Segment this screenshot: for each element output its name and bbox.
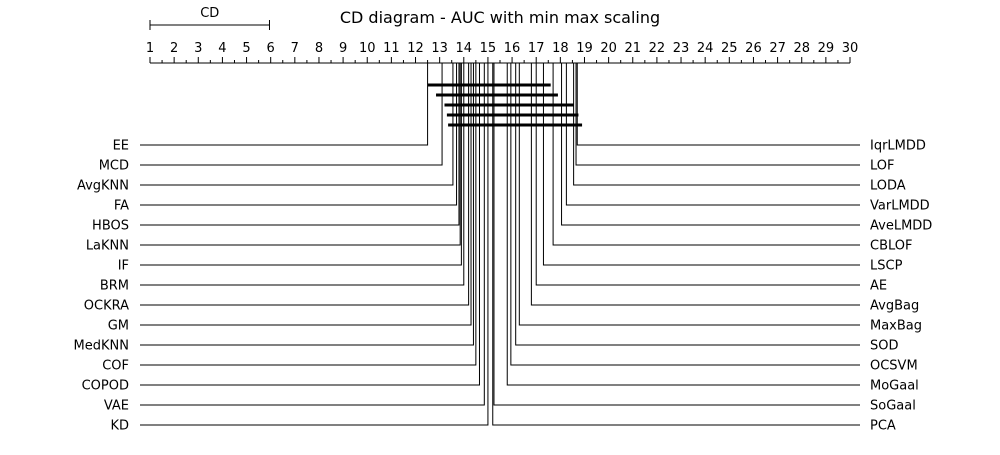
method-label: MoGaal (870, 379, 919, 394)
method-label: IqrLMDD (870, 139, 926, 154)
method-connector (140, 63, 443, 166)
tick-label: 28 (793, 41, 810, 56)
tick-label: 25 (721, 41, 738, 56)
method-connector (140, 63, 465, 286)
tick-label: 1 (146, 41, 154, 56)
tick-label: 11 (383, 41, 400, 56)
method-connector (493, 63, 860, 406)
tick-label: 23 (673, 41, 690, 56)
method-connector (140, 63, 470, 306)
tick-label: 15 (480, 41, 497, 56)
clique-bars (427, 83, 583, 127)
method-label: KD (110, 419, 129, 434)
method-connector (573, 63, 860, 186)
method-connector (535, 63, 860, 286)
tick-label: 17 (528, 41, 545, 56)
method-connector (576, 63, 860, 146)
method-connector (140, 63, 462, 266)
tick-label: 9 (339, 41, 347, 56)
method-label: IF (118, 259, 129, 274)
method-connector (515, 63, 860, 346)
method-connector (140, 63, 472, 326)
tick-label: 22 (649, 41, 666, 56)
method-label: MaxBag (870, 319, 922, 334)
method-connector (518, 63, 860, 326)
tick-label: 30 (842, 41, 859, 56)
tick-label: 19 (576, 41, 593, 56)
method-label: EE (113, 139, 129, 154)
method-connector (561, 63, 860, 226)
tick-label: 5 (242, 41, 250, 56)
tick-label: 13 (431, 41, 448, 56)
method-label: LOF (870, 159, 895, 174)
method-label: COF (102, 359, 129, 374)
method-connector (140, 63, 489, 426)
method-label: LSCP (870, 259, 903, 274)
method-label: OCSVM (870, 359, 918, 374)
method-label: SoGaal (870, 399, 916, 414)
tick-label: 18 (552, 41, 569, 56)
tick-label: 16 (504, 41, 521, 56)
method-label: LODA (870, 179, 906, 194)
method-label: BRM (100, 279, 129, 294)
method-label: FA (114, 199, 129, 214)
method-connector (506, 63, 860, 386)
method-connector (575, 63, 860, 166)
method-connector (510, 63, 860, 366)
method-label: VarLMDD (870, 199, 930, 214)
tick-label: 10 (359, 41, 376, 56)
method-label: CBLOF (870, 239, 913, 254)
method-connector (140, 63, 477, 366)
tick-label: 29 (818, 41, 835, 56)
method-label: LaKNN (86, 239, 129, 254)
method-connector (140, 63, 454, 186)
tick-label: 7 (291, 41, 299, 56)
cd-label: CD (200, 6, 219, 21)
method-connector (140, 63, 429, 146)
method-label: AvgBag (870, 299, 919, 314)
method-label: AvgKNN (77, 179, 129, 194)
tick-label: 14 (456, 41, 473, 56)
method-label: VAE (104, 399, 129, 414)
tick-label: 8 (315, 41, 323, 56)
tick-label: 4 (218, 41, 226, 56)
method-label: OCKRA (84, 299, 129, 314)
tick-label: 2 (170, 41, 178, 56)
cd-bar: CD (149, 6, 270, 30)
tick-label: 12 (407, 41, 424, 56)
method-connector (140, 63, 485, 406)
method-connector (140, 63, 461, 246)
method-label: HBOS (92, 219, 129, 234)
method-label: MedKNN (74, 339, 129, 354)
method-connector (140, 63, 458, 206)
tick-label: 20 (600, 41, 617, 56)
method-connector (542, 63, 860, 266)
method-connector (492, 63, 860, 426)
tick-label: 27 (769, 41, 786, 56)
tick-label: 24 (697, 41, 714, 56)
method-connector (140, 63, 460, 226)
tick-label: 21 (624, 41, 641, 56)
method-label: AveLMDD (870, 219, 932, 234)
method-connector (552, 63, 860, 246)
right-methods: IqrLMDD LOF LODA VarLMDD AveLMDD CBLOF LSCP AE A… (492, 63, 932, 434)
tick-label: 6 (267, 41, 275, 56)
method-label: COPOD (82, 379, 129, 394)
method-connector (565, 63, 860, 206)
left-methods: EE MCD AvgKNN FA HBOS LaKNN IF BRM OCKRA GM MedKNN… (74, 63, 489, 434)
tick-label: 3 (194, 41, 202, 56)
method-connector (530, 63, 860, 306)
method-connector (140, 63, 480, 386)
method-label: AE (870, 279, 887, 294)
method-label: SOD (870, 339, 899, 354)
tick-label: 26 (745, 41, 762, 56)
method-connector (140, 63, 474, 346)
rank-axis: 1 2 3 4 5 6 7 8 9 10 11 12 13 14 15 16 17 18 19 20 21 22 23 24 2… (146, 41, 859, 64)
method-label: PCA (870, 419, 896, 434)
method-label: GM (108, 319, 129, 334)
chart-title: CD diagram - AUC with min max scaling (340, 8, 660, 27)
method-label: MCD (99, 159, 129, 174)
